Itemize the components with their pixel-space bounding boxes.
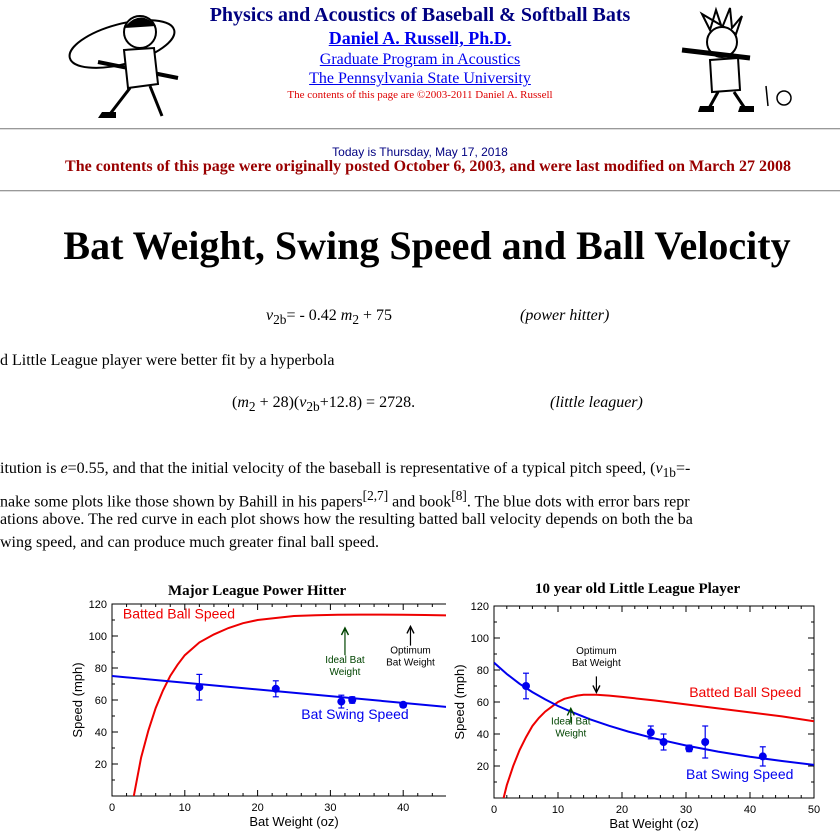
data-point bbox=[348, 696, 357, 704]
series-bat-swing-speed bbox=[112, 675, 446, 708]
annotation-arrowhead bbox=[340, 626, 350, 636]
page-header: Physics and Acoustics of Baseball & Soft… bbox=[0, 0, 840, 128]
annotation-label: Batted Ball Speed bbox=[689, 684, 801, 700]
program-link[interactable]: Graduate Program in Acoustics bbox=[319, 50, 521, 68]
university-link[interactable]: The Pennsylvania State University bbox=[309, 70, 531, 88]
chart-annotation: Bat Swing Speed bbox=[686, 766, 793, 782]
y-tick-label: 20 bbox=[477, 761, 489, 773]
x-tick-label: 50 bbox=[808, 804, 820, 816]
annotation-label: Batted Ball Speed bbox=[123, 605, 235, 621]
data-point bbox=[685, 744, 694, 753]
little-league-intro-text: d Little League player were better fit b… bbox=[0, 352, 335, 369]
y-tick-label: 60 bbox=[477, 697, 489, 709]
y-tick-label: 40 bbox=[95, 727, 107, 739]
author-link[interactable]: Daniel A. Russell, Ph.D. bbox=[328, 28, 512, 49]
paragraph-line-4: wing speed, and can produce much greater… bbox=[0, 534, 379, 551]
x-tick-label: 0 bbox=[109, 802, 115, 814]
x-tick-label: 40 bbox=[397, 802, 409, 814]
posted-date-notice: The contents of this page were originall… bbox=[65, 158, 791, 175]
y-axis-label: Speed (mph) bbox=[70, 662, 85, 737]
x-tick-label: 40 bbox=[744, 804, 756, 816]
chart-annotation: Batted Ball Speed bbox=[123, 605, 235, 621]
annotation-arrowhead bbox=[592, 685, 601, 694]
y-tick-label: 80 bbox=[95, 663, 107, 675]
annotation-arrowhead bbox=[406, 624, 415, 634]
annotation-label: Bat Weight bbox=[386, 658, 435, 669]
y-axis-label: Speed (mph) bbox=[452, 664, 467, 739]
data-point bbox=[522, 682, 530, 690]
x-tick-label: 30 bbox=[324, 802, 336, 814]
x-tick-label: 20 bbox=[251, 802, 263, 814]
series-line bbox=[112, 675, 446, 708]
y-tick-label: 40 bbox=[477, 729, 489, 741]
series-line bbox=[132, 613, 446, 796]
data-point bbox=[399, 700, 408, 709]
x-axis-label: Bat Weight (oz) bbox=[609, 816, 698, 831]
annotation-label: Bat Swing Speed bbox=[301, 706, 408, 722]
x-tick-label: 30 bbox=[680, 804, 692, 816]
annotation-label: Bat Weight bbox=[572, 658, 621, 669]
equation-power-hitter: v2b= - 0.42 m2 + 75 bbox=[266, 307, 393, 328]
annotation-label: Optimum bbox=[576, 646, 617, 657]
equation-little-leaguer: (m2 + 28)(v2b+12.8) = 2728. bbox=[232, 394, 416, 415]
annotation-arrowhead bbox=[566, 706, 575, 716]
chart-annotation: Batted Ball Speed bbox=[689, 684, 801, 700]
page-title: Bat Weight, Swing Speed and Ball Velocit… bbox=[63, 223, 791, 268]
site-title: Physics and Acoustics of Baseball & Soft… bbox=[209, 4, 631, 26]
series-batted-ball-speed bbox=[502, 693, 814, 798]
chart-annotation: Bat Swing Speed bbox=[301, 706, 408, 722]
today-date: Today is Thursday, May 17, 2018 bbox=[332, 145, 508, 159]
y-tick-label: 120 bbox=[89, 600, 107, 611]
paragraph-line-2: nake some plots like those shown by Bahi… bbox=[0, 488, 690, 511]
data-point bbox=[337, 697, 346, 706]
y-tick-label: 100 bbox=[89, 631, 107, 643]
series-bat-swing-speed-data bbox=[522, 672, 767, 767]
data-point bbox=[195, 683, 204, 692]
chart-title-power-hitter: Major League Power Hitter bbox=[168, 583, 347, 599]
header-divider bbox=[0, 128, 840, 130]
annotation-label: Weight bbox=[329, 667, 360, 678]
x-tick-label: 20 bbox=[616, 804, 628, 816]
data-point bbox=[701, 738, 710, 746]
data-point bbox=[758, 752, 767, 761]
date-divider bbox=[0, 190, 840, 192]
plot-area bbox=[111, 603, 446, 797]
series-line bbox=[502, 693, 814, 798]
data-point bbox=[271, 684, 280, 693]
annotation-label: Ideal Bat bbox=[325, 655, 365, 666]
data-point bbox=[659, 738, 668, 746]
y-tick-label: 100 bbox=[471, 633, 489, 645]
y-tick-label: 60 bbox=[95, 695, 107, 707]
header-text-block: Physics and Acoustics of Baseball & Soft… bbox=[130, 4, 710, 102]
paragraph-line-3: ations above. The red curve in each plot… bbox=[0, 511, 693, 528]
y-tick-label: 20 bbox=[95, 759, 107, 771]
x-tick-label: 10 bbox=[552, 804, 564, 816]
x-axis-label: Bat Weight (oz) bbox=[249, 814, 338, 829]
series-bat-swing-speed-data bbox=[195, 673, 408, 709]
copyright-notice: The contents of this page are ©2003-2011… bbox=[287, 89, 553, 102]
softball-batter-cartoon-icon bbox=[68, 15, 179, 118]
chart-title-little-league: 10 year old Little League Player bbox=[535, 581, 741, 597]
chart-little-league: 0 10 20 30 40 50 20 40 60 80 100 120 Bat Weight (oz)… bbox=[452, 601, 820, 831]
data-point bbox=[646, 728, 655, 737]
annotation-label: Bat Swing Speed bbox=[686, 766, 793, 782]
equation-power-hitter-note: (power hitter) bbox=[520, 307, 610, 324]
paragraph-line-1: itution is e=0.55, and that the initial … bbox=[0, 460, 691, 481]
x-tick-label: 10 bbox=[179, 802, 191, 814]
series-batted-ball-speed bbox=[132, 613, 446, 796]
y-tick-label: 120 bbox=[471, 601, 489, 613]
annotation-label: Optimum bbox=[390, 646, 431, 657]
annotation-label: Weight bbox=[555, 728, 586, 739]
y-tick-label: 80 bbox=[477, 665, 489, 677]
calvin-batter-cartoon-icon bbox=[681, 6, 792, 112]
x-tick-label: 0 bbox=[491, 804, 497, 816]
equation-little-leaguer-note: (little leaguer) bbox=[550, 394, 643, 411]
